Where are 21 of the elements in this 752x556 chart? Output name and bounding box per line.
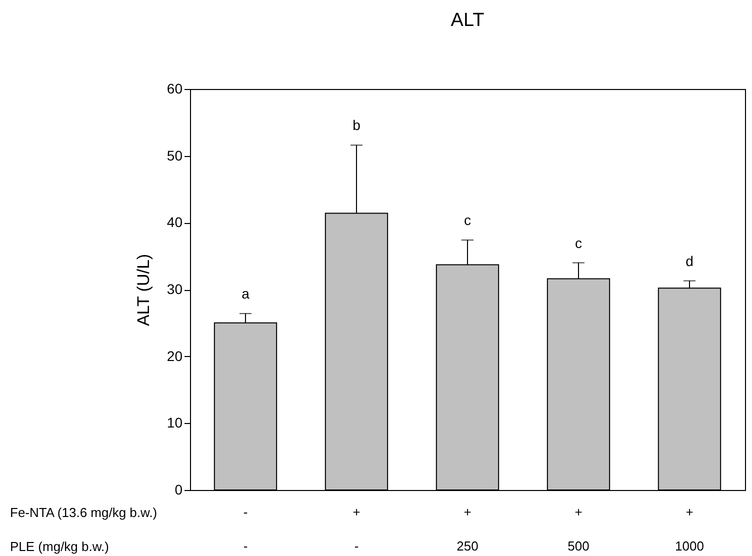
y-tick-label: 60 bbox=[166, 80, 183, 96]
category-label: + 1000 bbox=[675, 504, 704, 554]
category-label: - - bbox=[243, 504, 248, 554]
category-label: + - bbox=[352, 504, 360, 554]
annotation: d bbox=[686, 252, 694, 269]
y-tick-label: 30 bbox=[166, 281, 183, 297]
y-tick-label: 0 bbox=[174, 482, 183, 498]
text: PLE (mg/kg b.w.) bbox=[10, 539, 109, 554]
annotation: a bbox=[242, 286, 250, 302]
y-tick-label: 20 bbox=[166, 348, 183, 364]
y-tick-label: 10 bbox=[166, 414, 183, 431]
y-tick-label: 50 bbox=[166, 147, 183, 164]
category-label: + 500 bbox=[568, 504, 590, 554]
text: Fe-NTA (13.6 mg/kg b.w.) bbox=[10, 505, 158, 520]
chart-title: ALT bbox=[450, 10, 485, 31]
annotation: c bbox=[575, 234, 582, 251]
annotation: c bbox=[464, 212, 471, 228]
category-label: + 250 bbox=[456, 504, 478, 554]
annotation: b bbox=[352, 117, 361, 134]
y-tick-label: 40 bbox=[166, 214, 183, 230]
y-axis-title: ALT (U/L) bbox=[134, 254, 153, 326]
